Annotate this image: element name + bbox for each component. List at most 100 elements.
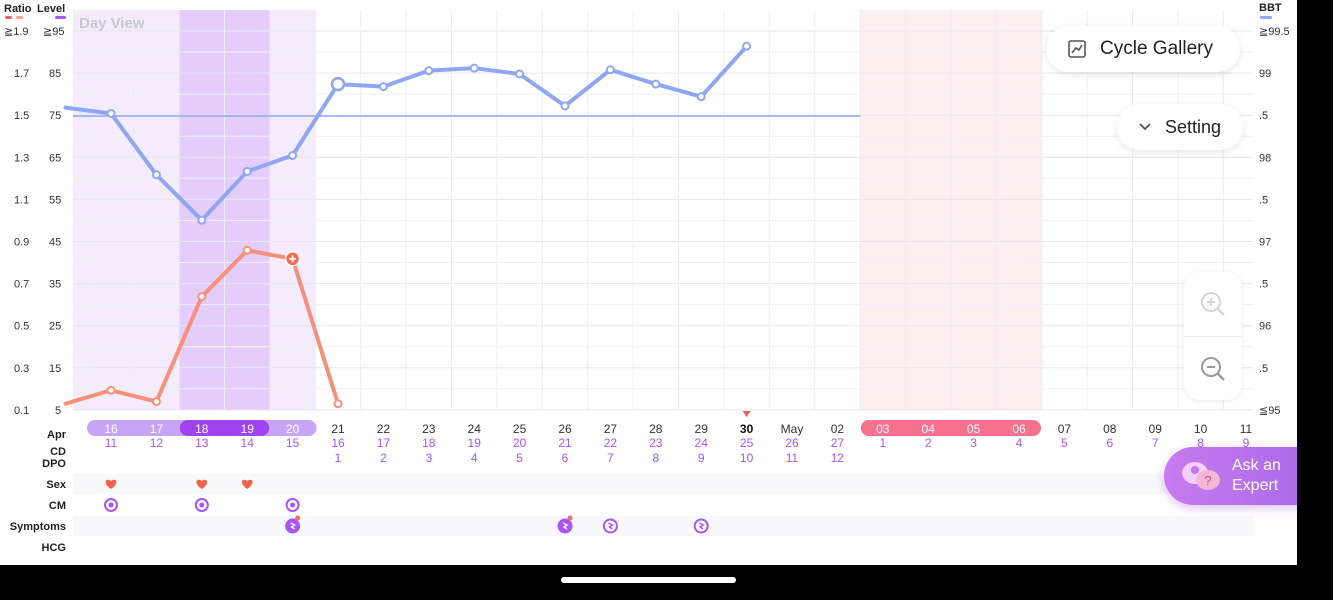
date-label: 26 [558, 422, 572, 436]
cm-icon-core [108, 502, 114, 508]
dpo-value: 12 [831, 451, 845, 465]
cd-value: 13 [195, 436, 209, 450]
app-screen: Ratio Level BBT Day View ≧1.9 1.7 1.5 1.3 1.1 0.9… [0, 0, 1297, 565]
cd-value: 19 [468, 436, 482, 450]
ask-an-expert-button[interactable]: ? Ask an Expert [1164, 447, 1297, 505]
cd-value: 1 [879, 436, 886, 450]
dpo-value: 10 [740, 451, 754, 465]
zoom-in-button[interactable] [1184, 272, 1242, 336]
bbt-point[interactable] [151, 170, 161, 180]
date-label: 24 [468, 422, 482, 436]
zoom-out-button[interactable] [1184, 336, 1242, 401]
bbt-point[interactable] [424, 66, 434, 76]
symptom-alert-dot [567, 515, 573, 521]
bbt-point[interactable] [605, 65, 615, 75]
bbt-point[interactable] [560, 101, 570, 111]
cycle-gallery-button[interactable]: Cycle Gallery [1046, 26, 1240, 72]
dpo-value: 8 [652, 451, 659, 465]
lh-point[interactable] [242, 245, 252, 255]
ratio-tick-label: 1.7 [14, 68, 29, 80]
level-tick-label: 15 [49, 363, 61, 375]
peak-marker-icon[interactable] [284, 251, 301, 267]
svg-text:?: ? [1204, 473, 1211, 488]
level-tick-label: 85 [49, 68, 61, 80]
bbt-point[interactable] [469, 63, 479, 73]
ovulation-point[interactable] [330, 76, 346, 92]
chart-icon [1068, 40, 1086, 58]
bbt-axis-title: BBT [1259, 2, 1282, 14]
setting-button[interactable]: Setting [1117, 104, 1243, 150]
lh-point[interactable] [197, 292, 207, 302]
bbt-tick-label: 97 [1259, 237, 1271, 249]
dpo-value: 1 [335, 451, 342, 465]
cd-value: 7 [1152, 436, 1159, 450]
cd-value: 24 [695, 436, 709, 450]
cd-value: 23 [649, 436, 663, 450]
day-view-label: Day View [79, 15, 145, 32]
cd-value: 5 [1061, 436, 1068, 450]
ratio-tick-label: 0.3 [14, 363, 29, 375]
cm-icon[interactable] [285, 498, 300, 512]
date-label: 06 [1012, 422, 1026, 436]
cd-value: 16 [331, 436, 345, 450]
setting-label: Setting [1165, 116, 1222, 137]
lh-point[interactable] [333, 399, 343, 409]
cd-value: 22 [604, 436, 618, 450]
bbt-point[interactable] [378, 82, 388, 92]
ratio-tick-label: 0.1 [14, 405, 29, 417]
expert-line-1: Ask an [1232, 457, 1281, 474]
cd-value: 12 [150, 436, 164, 450]
date-label: 18 [195, 422, 209, 436]
bbt-point[interactable] [651, 79, 661, 89]
cm-icon[interactable] [194, 498, 209, 512]
chat-bubbles-icon: ? [1182, 462, 1220, 490]
bbt-line[interactable] [63, 44, 749, 223]
date-label: 09 [1149, 422, 1163, 436]
bbt-point[interactable] [197, 215, 207, 225]
date-label: 08 [1103, 422, 1117, 436]
date-label: 23 [422, 422, 436, 436]
date-label: May [781, 422, 804, 436]
heart-icon[interactable] [196, 479, 208, 489]
cd-value: 18 [422, 436, 436, 450]
symptom-icon[interactable] [285, 515, 301, 534]
date-label: 16 [104, 422, 118, 436]
dpo-value: 7 [607, 451, 614, 465]
heart-icon[interactable] [105, 479, 117, 489]
cd-value: 21 [558, 436, 572, 450]
home-indicator[interactable] [561, 577, 736, 583]
cm-icon[interactable] [104, 498, 118, 512]
dpo-value: 4 [471, 451, 478, 465]
date-label: 19 [241, 422, 255, 436]
lh-point[interactable] [106, 385, 116, 395]
symptom-icon[interactable] [557, 515, 573, 534]
bbt-point[interactable] [515, 69, 525, 79]
symptom-icon-mark [608, 522, 614, 530]
symptom-icon[interactable] [602, 518, 618, 534]
ratio-tick-label: 0.5 [14, 321, 29, 333]
bbt-point[interactable] [242, 166, 252, 176]
bbt-tick-label: 99 [1259, 68, 1271, 80]
level-tick-label: 25 [49, 321, 61, 333]
row-label-cd: CD [50, 446, 66, 458]
heart-icon[interactable] [241, 479, 253, 489]
bbt-point[interactable] [696, 92, 706, 102]
date-label: 04 [922, 422, 936, 436]
row-label-cm: CM [49, 500, 66, 512]
date-label: 21 [331, 422, 345, 436]
level-tick-label: 45 [49, 237, 61, 249]
level-tick-label: 5 [55, 405, 61, 417]
lh-point[interactable] [151, 397, 161, 407]
zoom-in-icon [1201, 292, 1225, 316]
bbt-point[interactable] [742, 41, 752, 51]
dpo-value: 11 [786, 451, 799, 465]
bbt-point[interactable] [106, 108, 116, 118]
today-marker-icon [742, 411, 751, 417]
symptom-icon[interactable] [693, 518, 709, 534]
level-tick-label: 35 [49, 279, 61, 291]
ratio-tick-label: ≧1.9 [4, 26, 29, 38]
bbt-point[interactable] [288, 150, 298, 160]
date-label: 10 [1194, 422, 1208, 436]
cd-value: 25 [740, 436, 754, 450]
